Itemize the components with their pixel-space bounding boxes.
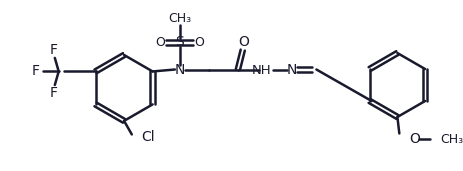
Text: F: F bbox=[50, 43, 58, 57]
Text: S: S bbox=[175, 35, 184, 49]
Text: CH₃: CH₃ bbox=[168, 12, 191, 25]
Text: O: O bbox=[194, 36, 204, 49]
Text: NH: NH bbox=[251, 64, 270, 77]
Text: N: N bbox=[287, 63, 297, 76]
Text: CH₃: CH₃ bbox=[439, 133, 462, 146]
Text: F: F bbox=[31, 64, 39, 78]
Text: Cl: Cl bbox=[141, 130, 155, 144]
Text: O: O bbox=[408, 132, 419, 146]
Text: F: F bbox=[50, 86, 58, 100]
Text: N: N bbox=[174, 63, 185, 76]
Text: O: O bbox=[155, 36, 165, 49]
Text: O: O bbox=[238, 35, 249, 49]
